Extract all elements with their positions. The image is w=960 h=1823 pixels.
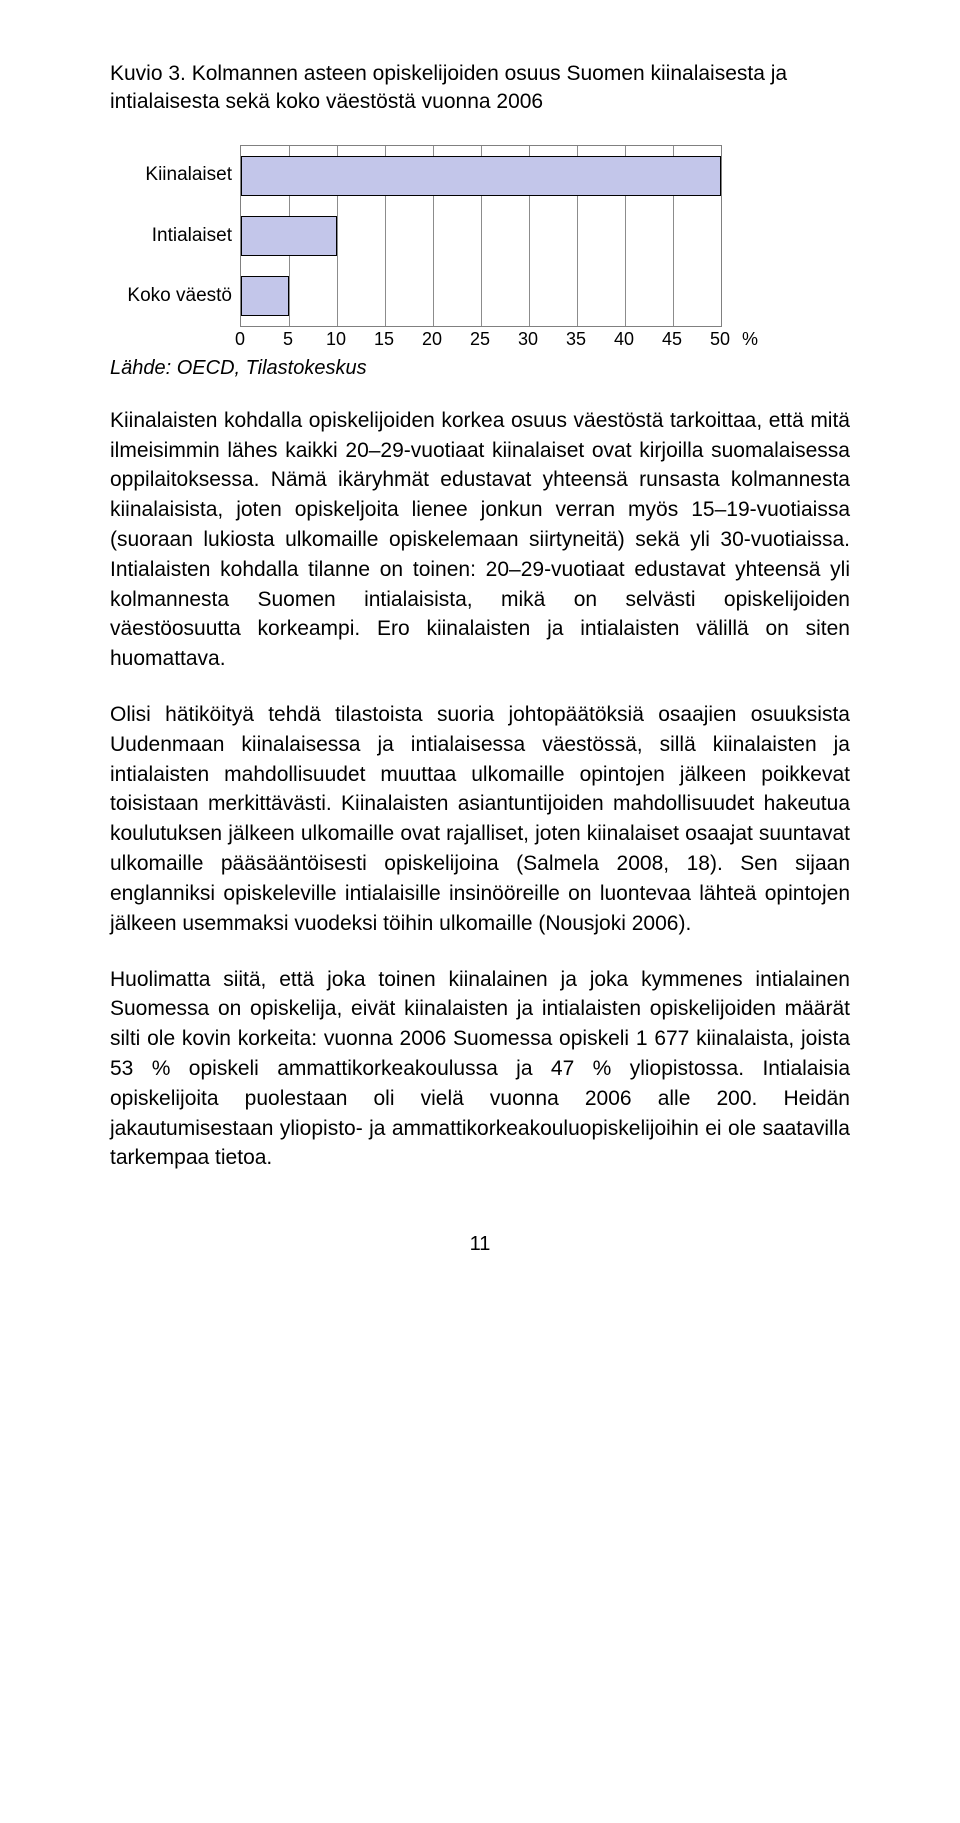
x-tick-label: 35 (566, 329, 586, 350)
figure-title: Kuvio 3. Kolmannen asteen opiskelijoiden… (110, 60, 850, 117)
category-labels: Kiinalaiset Intialaiset Koko väestö (110, 145, 240, 327)
x-tick-label: 40 (614, 329, 634, 350)
x-tick-label: 45 (662, 329, 682, 350)
x-tick-label: 25 (470, 329, 490, 350)
paragraph: Kiinalaisten kohdalla opiskelijoiden kor… (110, 406, 850, 674)
x-tick-label: 15 (374, 329, 394, 350)
figure-source: Lähde: OECD, Tilastokeskus (110, 357, 850, 380)
x-tick-label: 5 (283, 329, 293, 350)
category-label: Kiinalaiset (110, 149, 232, 201)
x-axis-ticks: % 05101520253035404550 (240, 327, 720, 351)
chart: Kiinalaiset Intialaiset Koko väestö % 0 5… (110, 145, 850, 351)
plot-area (240, 145, 722, 327)
bar (241, 156, 721, 196)
unit-label: % (742, 329, 758, 350)
paragraph: Huolimatta siitä, että joka toinen kiina… (110, 965, 850, 1174)
category-label: Intialaiset (110, 210, 232, 262)
page-number: 11 (110, 1233, 850, 1256)
x-tick-label: 50 (710, 329, 730, 350)
bar (241, 276, 289, 316)
x-tick-label: 0 (235, 329, 245, 350)
x-tick-label: 30 (518, 329, 538, 350)
x-tick-label: 20 (422, 329, 442, 350)
page: Kuvio 3. Kolmannen asteen opiskelijoiden… (0, 0, 960, 1316)
paragraph: Olisi hätiköityä tehdä tilastoista suori… (110, 700, 850, 939)
chart-body: Kiinalaiset Intialaiset Koko väestö (110, 145, 850, 327)
category-label: Koko väestö (110, 270, 232, 322)
x-tick-label: 10 (326, 329, 346, 350)
bar (241, 216, 337, 256)
